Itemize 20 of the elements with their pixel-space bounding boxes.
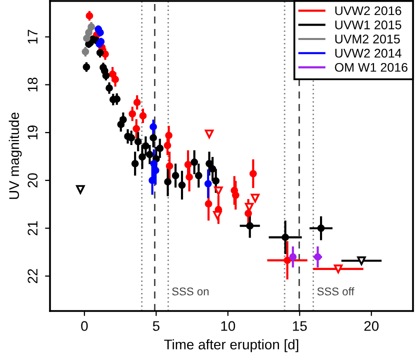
x-tick-label: 5 — [152, 321, 160, 331]
legend-label: UVW1 2015 — [335, 20, 402, 30]
annotation: SSS off — [317, 287, 354, 296]
y-tick-label: 19 — [28, 125, 38, 140]
x-tick-label: 10 — [221, 321, 236, 331]
x-tick-label: 0 — [81, 321, 88, 331]
x-tick-label: 15 — [292, 321, 307, 331]
annotation: SSS on — [172, 288, 209, 296]
x-axis-title: Time after eruption [d] — [164, 339, 298, 352]
y-tick-label: 20 — [28, 173, 38, 188]
legend-label: UVW2 2014 — [335, 48, 402, 58]
y-axis-title: UV magnitude — [8, 112, 22, 199]
legend-label: OM W1 2016 — [334, 62, 408, 72]
y-tick-label: 17 — [28, 30, 38, 44]
x-tick-label: 20 — [364, 321, 379, 331]
y-tick-label: 22 — [28, 269, 38, 284]
y-tick-label: 18 — [28, 78, 38, 92]
y-tick-label: 21 — [28, 221, 38, 236]
legend-label: UVM2 2015 — [335, 34, 400, 44]
legend-label: UVW2 2016 — [335, 6, 402, 16]
